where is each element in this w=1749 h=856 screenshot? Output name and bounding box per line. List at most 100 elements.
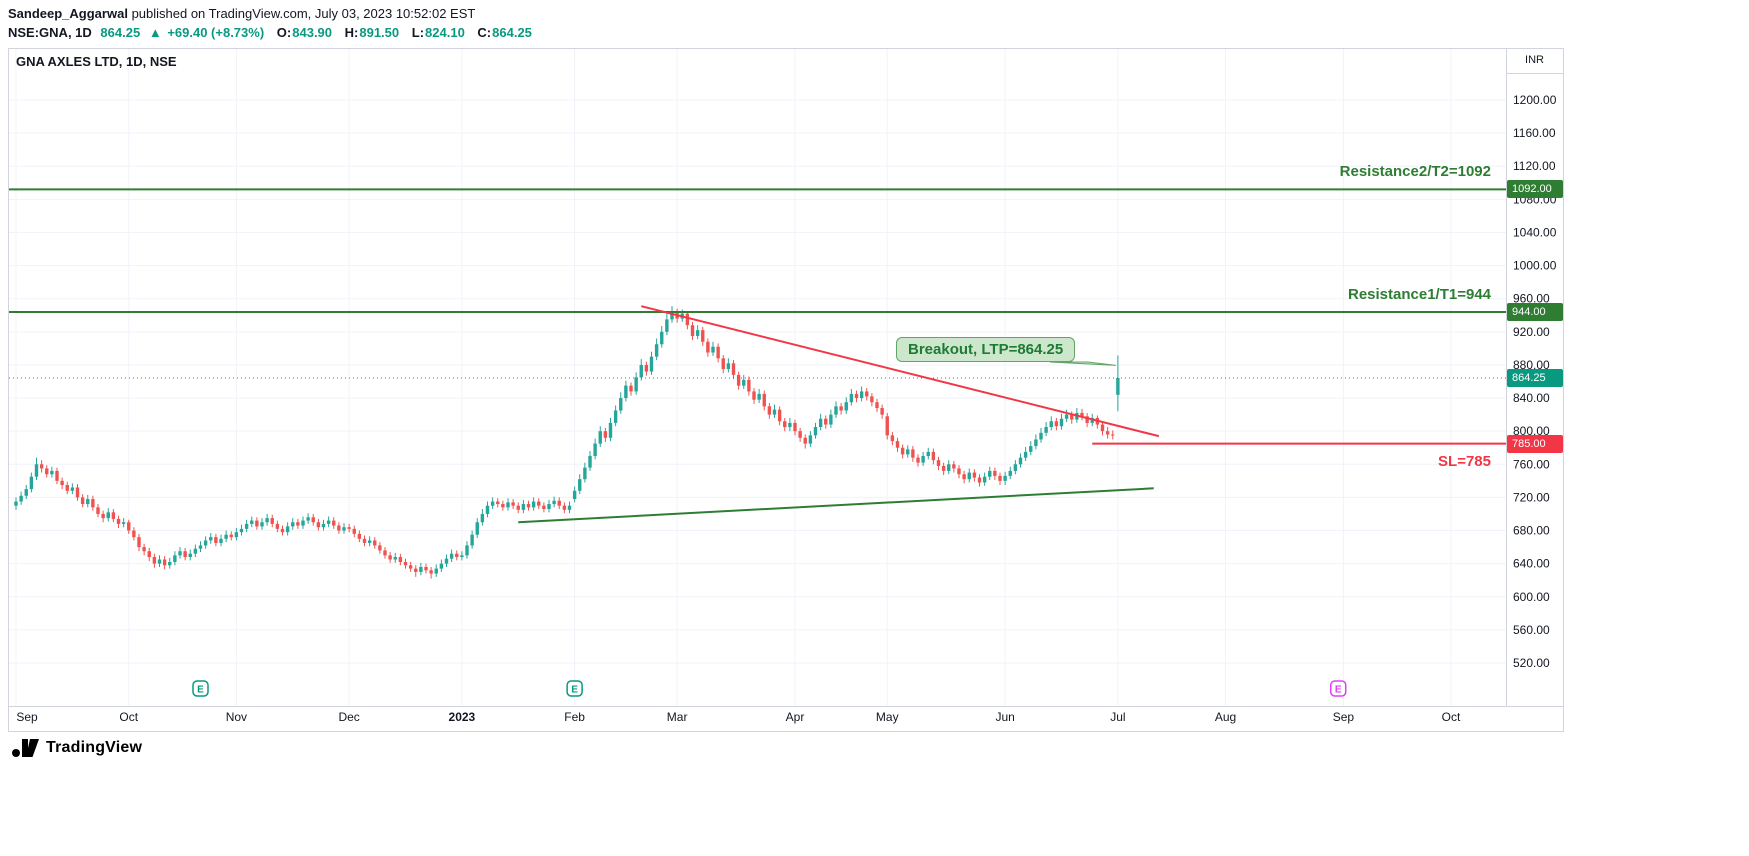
- candle: [957, 468, 961, 475]
- brand-name[interactable]: TradingView: [46, 739, 143, 756]
- candle: [178, 551, 182, 556]
- candle: [557, 500, 561, 506]
- candle: [485, 505, 490, 514]
- candle: [788, 422, 792, 428]
- high-label: H:: [344, 25, 359, 40]
- candle: [813, 427, 818, 436]
- candle: [91, 499, 95, 508]
- candle: [895, 441, 900, 448]
- resistance2-annotation[interactable]: Resistance2/T2=1092: [1339, 163, 1491, 181]
- price-tick-label: 1120.00: [1513, 159, 1556, 173]
- candle: [29, 476, 34, 490]
- time-tick-label: Jul: [1110, 710, 1125, 724]
- candle: [337, 525, 341, 531]
- price-tick-label: 1200.00: [1513, 93, 1557, 107]
- candle: [219, 538, 223, 543]
- symbol-name: NSE:GNA, 1D: [8, 25, 92, 40]
- candle: [952, 464, 956, 469]
- candle: [993, 470, 997, 476]
- candle: [639, 364, 643, 378]
- price-tick-label: 520.00: [1513, 656, 1550, 670]
- price-tick-label: 960.00: [1513, 292, 1550, 306]
- candle: [1049, 421, 1053, 428]
- candle: [798, 431, 802, 438]
- candle: [921, 456, 925, 463]
- candle: [434, 568, 438, 574]
- candle: [511, 502, 515, 506]
- currency-label: INR: [1525, 54, 1544, 66]
- time-tick-label: Feb: [564, 710, 585, 724]
- candle: [808, 435, 813, 444]
- candle: [706, 341, 710, 353]
- earnings-marker-icon[interactable]: E: [192, 680, 209, 697]
- price-tick-label: 760.00: [1513, 457, 1550, 471]
- candle: [752, 391, 756, 400]
- candle: [1023, 451, 1028, 458]
- candle: [972, 472, 977, 478]
- candle: [1013, 464, 1018, 471]
- candle: [526, 504, 531, 508]
- price-tick-label: 880.00: [1513, 358, 1550, 372]
- candle: [301, 520, 305, 526]
- candle: [188, 553, 192, 558]
- candle: [803, 437, 807, 444]
- tradingview-logo-icon[interactable]: [12, 739, 39, 757]
- chart-legend: GNA AXLES LTD, 1D, NSE: [16, 54, 177, 69]
- candle: [414, 568, 418, 572]
- candle: [521, 504, 526, 510]
- earnings-marker-icon[interactable]: E: [566, 680, 583, 697]
- published-text: published on TradingView.com, July 03, 2…: [131, 6, 476, 21]
- low-label: L:: [411, 25, 425, 40]
- candle: [988, 470, 992, 477]
- price-badge-resistance1: 944.00: [1507, 302, 1563, 321]
- candle: [834, 406, 838, 415]
- candle: [39, 464, 44, 469]
- breakout-callout[interactable]: Breakout, LTP=864.25: [896, 337, 1076, 362]
- candle: [660, 331, 664, 345]
- candle: [285, 526, 290, 533]
- candle: [239, 528, 244, 533]
- candle: [608, 422, 613, 438]
- candle: [373, 540, 377, 546]
- candle: [865, 391, 869, 397]
- candle: [408, 565, 413, 569]
- axis-labels[interactable]: 1200.001160.001120.001080.001040.001000.…: [9, 49, 1563, 724]
- candle: [731, 363, 736, 375]
- candle: [198, 545, 203, 549]
- candle: [1064, 414, 1069, 419]
- chart-panel[interactable]: E E E 1200.00 1160.00 1120.00 1080.00 1040.00 10…: [8, 48, 1564, 732]
- ascending-support-trendline[interactable]: [518, 487, 1154, 524]
- candle: [332, 520, 336, 526]
- price-chart-canvas[interactable]: E E E1200.001160.001120.001080.001040.0010…: [9, 49, 1563, 731]
- candle: [86, 499, 90, 505]
- candle: [1105, 431, 1110, 435]
- page-header: Sandeep_Aggarwal published on TradingVie…: [8, 6, 537, 40]
- descending-resistance-trendline[interactable]: [641, 305, 1160, 438]
- candle: [424, 566, 428, 571]
- open-label: O:: [276, 25, 292, 40]
- candle: [854, 393, 859, 399]
- time-tick-label: Sep: [1333, 710, 1355, 724]
- candle: [296, 522, 300, 526]
- resistance1-annotation[interactable]: Resistance1/T1=944: [1347, 285, 1491, 303]
- candle: [106, 512, 110, 519]
- time-tick-label: Aug: [1215, 710, 1236, 724]
- candle: [603, 431, 608, 438]
- candle: [849, 393, 854, 403]
- candle: [962, 474, 966, 480]
- candle: [311, 517, 315, 523]
- candle: [244, 523, 249, 529]
- stop-loss-annotation[interactable]: SL=785: [1438, 452, 1491, 470]
- candle: [552, 500, 556, 505]
- candle: [829, 414, 833, 425]
- time-tick-label: Jun: [995, 710, 1014, 724]
- candle: [824, 418, 828, 425]
- earnings-marker-icon[interactable]: E: [1330, 680, 1347, 697]
- footer: TradingView: [12, 739, 142, 757]
- time-tick-label: May: [876, 710, 899, 724]
- candle: [624, 385, 628, 399]
- candle: [229, 534, 233, 538]
- candle: [1070, 414, 1074, 420]
- candle: [34, 464, 39, 477]
